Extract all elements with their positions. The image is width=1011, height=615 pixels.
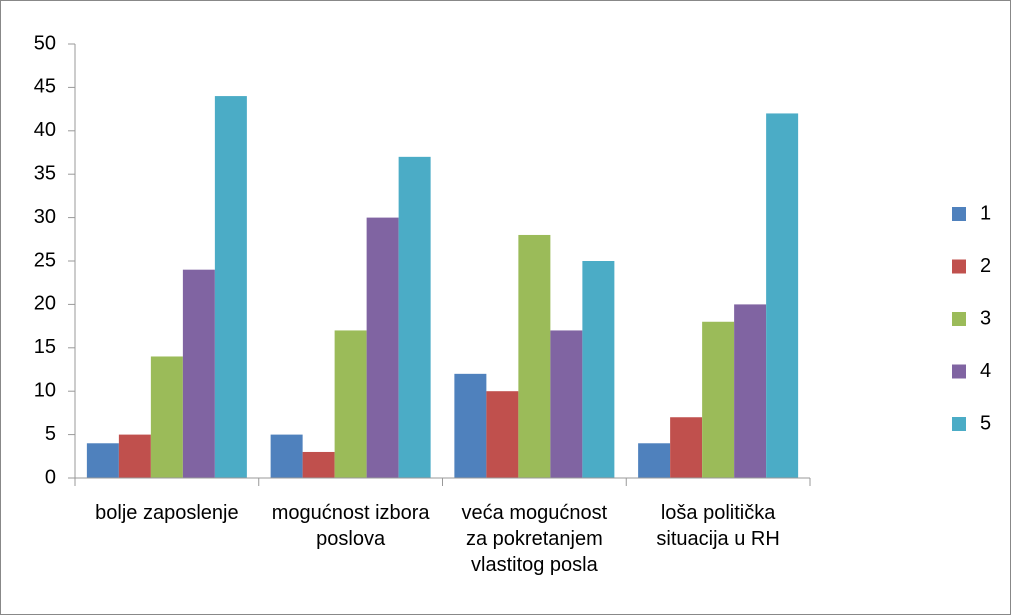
x-tick-label-box: loša politička situacija u RH xyxy=(656,502,780,550)
bar xyxy=(638,443,671,478)
x-tick-label-box: mogućnost izbora poslova xyxy=(271,502,430,550)
y-tick-label: 15 xyxy=(34,336,56,358)
x-tick-label-box: bolje zaposlenje xyxy=(95,502,239,524)
bar xyxy=(214,96,247,478)
legend-label: 2 xyxy=(980,255,991,277)
bar xyxy=(518,234,551,478)
bar xyxy=(334,330,367,478)
bar xyxy=(670,417,703,478)
bar xyxy=(766,113,799,478)
legend-label: 4 xyxy=(980,360,991,382)
bar xyxy=(366,217,399,478)
legend-swatch xyxy=(952,312,966,326)
x-tick-label: loša politička situacija u RH xyxy=(656,502,780,550)
y-tick-label: 20 xyxy=(34,293,56,315)
legend-swatch xyxy=(952,364,966,379)
y-tick-label: 0 xyxy=(45,466,56,488)
y-tick-label: 40 xyxy=(34,119,56,141)
bar xyxy=(150,356,183,478)
x-tick-label: mogućnost izbora poslova xyxy=(271,502,430,550)
y-tick-label: 30 xyxy=(34,206,56,228)
bar xyxy=(734,304,767,478)
y-tick-label: 35 xyxy=(34,162,56,184)
y-tick-label: 50 xyxy=(34,32,56,54)
bar xyxy=(270,434,303,478)
bar xyxy=(182,269,215,478)
legend-label: 1 xyxy=(980,202,991,224)
y-tick-label: 5 xyxy=(45,423,56,445)
bar xyxy=(398,156,431,478)
legend-label: 3 xyxy=(980,307,991,329)
x-tick-label: veća mogućnost za pokretanjem vlastitog … xyxy=(461,502,608,576)
bar xyxy=(118,434,151,478)
bar xyxy=(486,391,519,478)
legend-label: 5 xyxy=(980,412,991,434)
bar xyxy=(702,321,735,478)
y-tick-label: 25 xyxy=(34,249,56,271)
legend-swatch xyxy=(952,417,966,431)
bar xyxy=(582,261,615,478)
y-tick-label: 45 xyxy=(34,76,56,98)
x-tick-label: bolje zaposlenje xyxy=(95,502,239,524)
y-tick-label: 10 xyxy=(34,379,56,401)
bar xyxy=(454,373,487,478)
legend-swatch xyxy=(952,259,966,274)
legend-swatch xyxy=(952,207,966,221)
x-tick-label-box: veća mogućnost za pokretanjem vlastitog … xyxy=(461,502,608,576)
bar xyxy=(302,451,335,478)
bar xyxy=(86,443,119,478)
bar xyxy=(550,330,583,478)
